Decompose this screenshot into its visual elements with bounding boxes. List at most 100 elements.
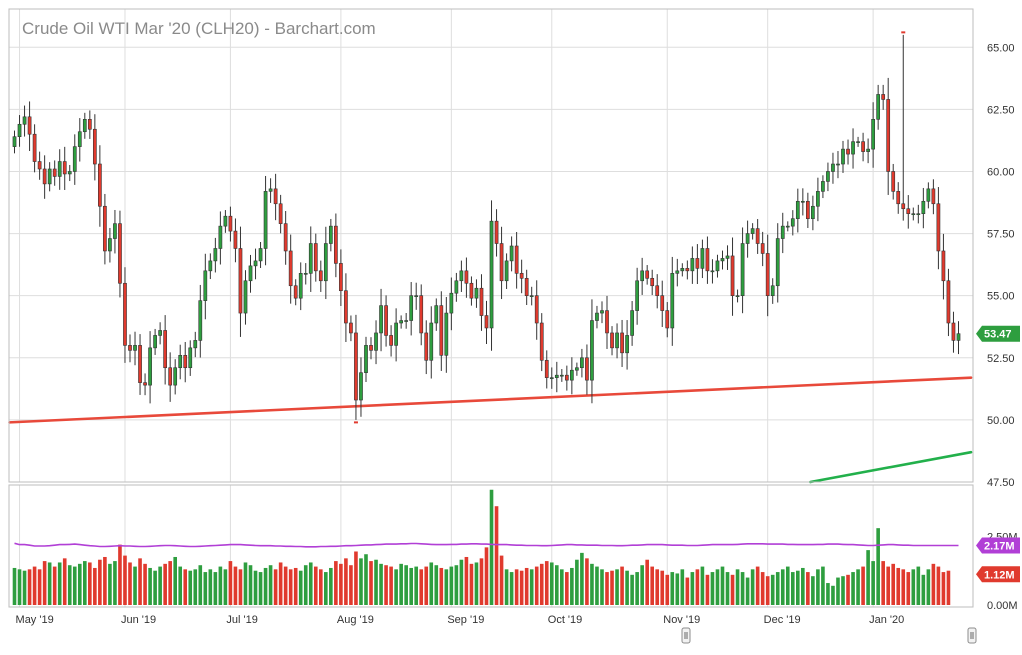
candle	[183, 341, 188, 383]
volume-bar	[514, 569, 519, 605]
grip-handle-icon[interactable]	[681, 627, 691, 644]
volume-bar	[534, 566, 539, 605]
volume-bar	[896, 567, 901, 605]
candle	[675, 258, 680, 287]
axes: 65.00 62.50 60.00 57.50 55.00 52.50 50.00 47.50…	[16, 42, 1018, 626]
candle	[133, 331, 137, 366]
volume-bar	[690, 572, 695, 605]
volume-bar	[183, 569, 188, 605]
time-tick-label: Aug '19	[337, 614, 374, 626]
volume-bar	[47, 562, 52, 605]
volume-bar	[780, 569, 785, 605]
scrollbar-track[interactable]	[9, 628, 973, 640]
candle	[379, 288, 383, 352]
volume-bar	[213, 572, 218, 605]
candle	[630, 301, 634, 346]
price-tick-label: 47.50	[987, 477, 1015, 489]
candle	[163, 315, 168, 385]
candle	[288, 234, 293, 304]
volume-bar	[881, 561, 885, 605]
volume-bar	[565, 572, 569, 605]
volume-bar	[575, 559, 579, 605]
candle	[524, 269, 529, 305]
candle	[158, 322, 162, 345]
volume-panel-frame	[8, 484, 974, 608]
candle	[469, 276, 474, 306]
volume-bar	[635, 572, 639, 605]
volume-bar	[801, 567, 805, 605]
candle	[22, 105, 27, 137]
volume-bar	[605, 572, 609, 605]
volume-bar	[37, 569, 42, 605]
candle	[298, 262, 303, 311]
volume-bar	[710, 572, 715, 605]
time-scrollbar[interactable]	[9, 627, 977, 644]
candle	[213, 237, 218, 273]
candle	[921, 187, 926, 229]
candle	[685, 260, 690, 280]
candle	[775, 223, 780, 303]
candle	[951, 311, 956, 353]
volume-bar	[414, 566, 419, 605]
trendlines	[8, 376, 973, 484]
volume-bar	[223, 569, 228, 605]
volume-bar	[816, 569, 820, 605]
volume-bar	[610, 570, 614, 605]
volume-bar	[785, 566, 790, 605]
volume-bar	[203, 572, 208, 605]
volume-bar	[946, 570, 951, 605]
volume-bar	[379, 563, 383, 605]
volume-bar	[680, 569, 685, 605]
candle	[780, 212, 785, 254]
candle	[695, 244, 700, 285]
last-price-badge: 53.47	[976, 325, 1020, 342]
volume-bar	[549, 562, 554, 605]
volume-bar	[344, 558, 348, 605]
volume-bar	[600, 569, 604, 605]
candle	[720, 250, 725, 270]
volume-tick-label: 0.00M	[987, 600, 1018, 612]
volume-bar	[770, 574, 775, 605]
candle	[871, 102, 875, 168]
volume-bar	[811, 576, 815, 605]
grip-end-icon[interactable]	[967, 627, 977, 644]
candle	[640, 257, 645, 295]
volume-bar	[760, 572, 765, 605]
candle	[790, 210, 795, 236]
volume-bar	[665, 574, 670, 605]
candle	[700, 239, 705, 279]
candle	[354, 314, 358, 420]
volume-bar	[474, 562, 479, 605]
candle	[334, 213, 338, 278]
volume-bar	[836, 577, 840, 605]
candle	[454, 272, 459, 302]
candle	[816, 177, 820, 222]
candle	[760, 231, 765, 267]
last-volume-badge: 1.12M	[976, 566, 1020, 583]
volume-bar	[509, 572, 514, 605]
candle	[52, 160, 57, 186]
candle	[128, 334, 132, 363]
volume-bar	[539, 563, 544, 605]
candle	[434, 298, 439, 331]
candle	[62, 146, 67, 190]
candle	[339, 249, 343, 306]
volume-bar	[941, 572, 946, 605]
candle	[394, 308, 398, 362]
candle	[424, 320, 429, 375]
candle	[218, 211, 223, 265]
volume-bar	[720, 566, 725, 605]
candle	[595, 305, 599, 329]
volume-bar	[208, 569, 213, 605]
volume-bar	[730, 574, 735, 605]
time-tick-label: Jun '19	[121, 614, 156, 626]
candle	[931, 179, 936, 215]
candle	[886, 77, 891, 195]
volume-bar	[108, 563, 112, 605]
candle	[173, 359, 178, 395]
volume-bar	[750, 569, 755, 605]
candle	[268, 178, 273, 203]
candle	[831, 152, 835, 184]
volume-bar	[103, 556, 107, 605]
